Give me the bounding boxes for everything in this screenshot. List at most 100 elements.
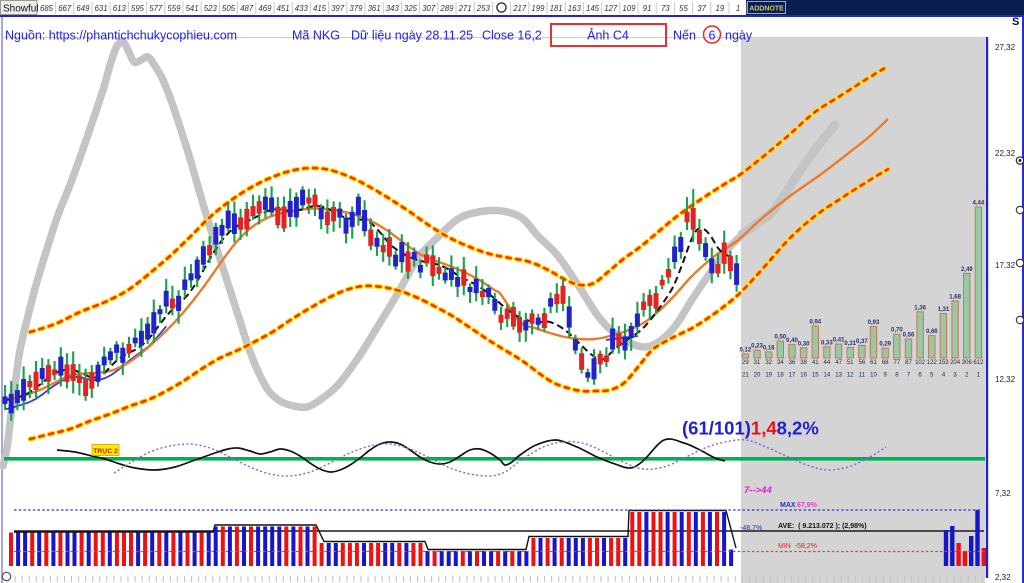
svg-text:0,18: 0,18 — [763, 345, 775, 351]
svg-text:631: 631 — [95, 4, 108, 13]
svg-text:87: 87 — [905, 360, 912, 366]
svg-text:122: 122 — [927, 360, 938, 366]
svg-text:Nguồn: https://phantichchukyco: Nguồn: https://phantichchukycophieu.com — [5, 29, 237, 43]
svg-text:32: 32 — [765, 360, 772, 366]
svg-text:153: 153 — [938, 360, 949, 366]
svg-text:127: 127 — [604, 4, 618, 13]
svg-text:613: 613 — [113, 4, 127, 13]
svg-text:0,41: 0,41 — [833, 338, 845, 344]
svg-text:0,40: 0,40 — [786, 338, 798, 344]
svg-text:20: 20 — [754, 373, 761, 379]
svg-text:38: 38 — [800, 360, 807, 366]
svg-text:8: 8 — [895, 373, 899, 379]
svg-text:S: S — [1012, 16, 1019, 28]
svg-text:36: 36 — [789, 360, 796, 366]
svg-text:18: 18 — [777, 373, 784, 379]
svg-text:73: 73 — [661, 4, 670, 13]
svg-text:16: 16 — [800, 373, 807, 379]
svg-text:6: 6 — [918, 373, 922, 379]
svg-text:55: 55 — [679, 4, 688, 13]
svg-text:0,56: 0,56 — [903, 333, 915, 339]
svg-text:4,44: 4,44 — [973, 201, 985, 207]
svg-text:0,29: 0,29 — [879, 342, 891, 348]
svg-text:MIN -58,2%: MIN -58,2% — [778, 543, 817, 550]
svg-text:0,93: 0,93 — [868, 320, 880, 326]
svg-text:17: 17 — [789, 373, 796, 379]
svg-text:0,66: 0,66 — [926, 329, 938, 335]
svg-text:(61/101)1,48,2%: (61/101)1,48,2% — [682, 418, 819, 439]
svg-text:TRỤC 2: TRỤC 2 — [93, 448, 118, 455]
svg-text:253: 253 — [476, 4, 491, 13]
svg-text:29: 29 — [742, 360, 749, 366]
svg-text:Ảnh C4: Ảnh C4 — [587, 28, 629, 43]
svg-text:1: 1 — [977, 373, 981, 379]
svg-text:0,70: 0,70 — [891, 328, 903, 334]
svg-text:2: 2 — [965, 373, 969, 379]
svg-text:10: 10 — [870, 373, 877, 379]
svg-text:51: 51 — [847, 360, 854, 366]
svg-text:Close 16,2: Close 16,2 — [482, 29, 542, 43]
svg-text:91: 91 — [643, 4, 652, 13]
svg-text:559: 559 — [167, 4, 181, 13]
svg-text:0,37: 0,37 — [856, 339, 868, 345]
svg-text:44: 44 — [824, 360, 831, 366]
svg-text:77: 77 — [894, 360, 901, 366]
svg-text:5: 5 — [930, 373, 934, 379]
svg-text:-48,7%: -48,7% — [740, 525, 762, 532]
svg-text:379: 379 — [349, 4, 363, 13]
svg-text:27,32: 27,32 — [995, 43, 1016, 52]
svg-text:Dữ liệu ngày 28.11.25: Dữ liệu ngày 28.11.25 — [351, 29, 473, 43]
svg-text:307: 307 — [422, 4, 436, 13]
svg-text:ADDNOTE: ADDNOTE — [749, 6, 784, 13]
svg-text:0,50: 0,50 — [775, 335, 787, 341]
svg-text:361: 361 — [368, 4, 381, 13]
svg-text:1,36: 1,36 — [914, 305, 926, 311]
svg-text:306: 306 — [962, 360, 973, 366]
svg-text:11: 11 — [859, 373, 866, 379]
svg-text:41: 41 — [812, 360, 819, 366]
svg-text:667: 667 — [58, 4, 72, 13]
svg-text:541: 541 — [186, 4, 199, 13]
svg-text:7,32: 7,32 — [995, 489, 1011, 498]
svg-text:0,23: 0,23 — [751, 344, 763, 350]
svg-text:181: 181 — [550, 4, 563, 13]
svg-text:MAX: MAX — [780, 502, 796, 509]
svg-text:19: 19 — [765, 373, 772, 379]
svg-text:6: 6 — [709, 29, 716, 43]
svg-text:163: 163 — [568, 4, 582, 13]
svg-text:0,33: 0,33 — [821, 340, 833, 346]
svg-text:595: 595 — [131, 4, 145, 13]
svg-text:3: 3 — [953, 373, 957, 379]
svg-text:13: 13 — [835, 373, 842, 379]
svg-text:9: 9 — [884, 373, 888, 379]
svg-text:15: 15 — [812, 373, 819, 379]
svg-text:415: 415 — [313, 4, 327, 13]
svg-text:1,31: 1,31 — [938, 307, 950, 313]
svg-text:217: 217 — [512, 4, 527, 13]
svg-text:31: 31 — [754, 360, 761, 366]
svg-text:68: 68 — [882, 360, 889, 366]
svg-text:577: 577 — [149, 4, 163, 13]
svg-text:0,31: 0,31 — [844, 341, 856, 347]
svg-text:612: 612 — [973, 360, 984, 366]
svg-text:505: 505 — [222, 4, 236, 13]
svg-text:433: 433 — [295, 4, 309, 13]
svg-text:523: 523 — [204, 4, 218, 13]
svg-text:Mã NKG: Mã NKG — [292, 29, 340, 43]
svg-text:34: 34 — [777, 360, 784, 366]
svg-text:649: 649 — [76, 4, 90, 13]
svg-text:204: 204 — [950, 360, 961, 366]
svg-text:2,49: 2,49 — [961, 267, 973, 273]
svg-text:2,32: 2,32 — [995, 573, 1011, 582]
svg-text:685: 685 — [40, 4, 54, 13]
svg-text:61: 61 — [870, 360, 877, 366]
svg-text:19: 19 — [716, 4, 725, 13]
svg-text:0,94: 0,94 — [809, 320, 821, 326]
svg-text:22,32: 22,32 — [995, 149, 1016, 158]
svg-text:487: 487 — [240, 4, 254, 13]
svg-text:12,32: 12,32 — [995, 375, 1016, 384]
svg-text:21: 21 — [742, 373, 749, 379]
svg-text:17,32: 17,32 — [995, 261, 1016, 270]
svg-text:343: 343 — [386, 4, 400, 13]
svg-text:14: 14 — [824, 373, 831, 379]
